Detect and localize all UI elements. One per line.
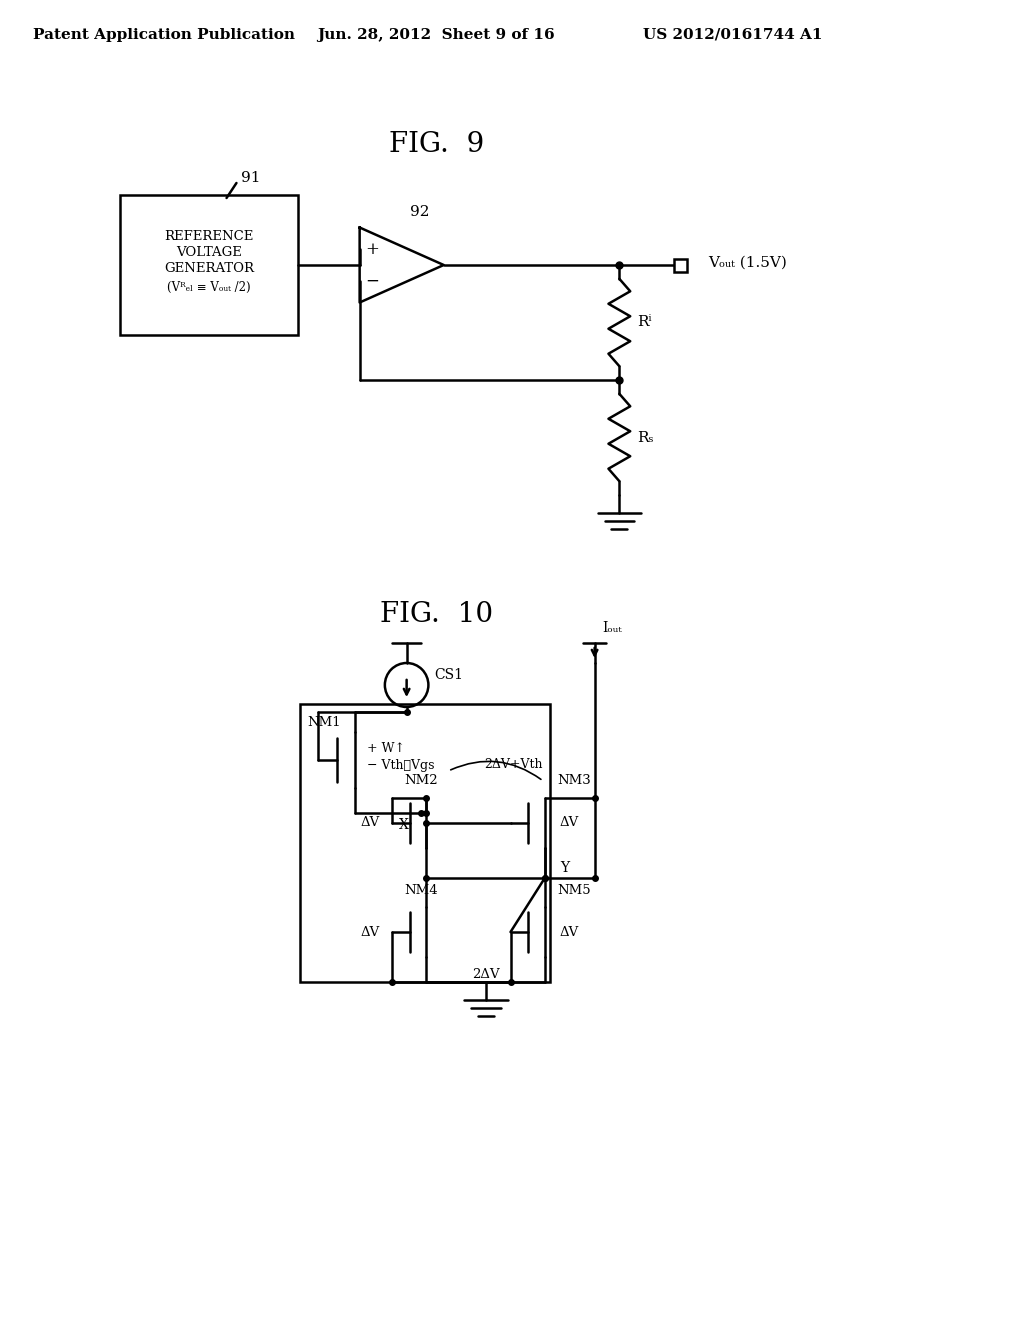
Text: NM2: NM2 [404,775,438,788]
Text: − Vth≅Vgs: − Vth≅Vgs [367,759,434,771]
Text: NM3: NM3 [557,775,591,788]
Text: REFERENCE: REFERENCE [164,231,253,243]
Text: (Vᴿₑₗ ≡ Vₒᵤₜ /2): (Vᴿₑₗ ≡ Vₒᵤₜ /2) [167,281,251,293]
Text: FIG.  10: FIG. 10 [380,602,493,628]
Text: ΔV: ΔV [560,925,580,939]
Text: + W↑: + W↑ [367,742,406,755]
Text: VOLTAGE: VOLTAGE [176,247,242,260]
Bar [674,259,687,272]
Text: +: + [366,240,380,257]
Bar [120,195,298,335]
Text: US 2012/0161744 A1: US 2012/0161744 A1 [643,28,823,42]
Text: ΔV: ΔV [360,817,380,829]
Text: 91: 91 [242,172,261,185]
Text: FIG.  9: FIG. 9 [389,132,484,158]
Text: Rⁱ: Rⁱ [637,315,651,330]
Text: Y: Y [560,861,569,875]
Text: NM5: NM5 [557,883,591,896]
Text: Vₒᵤₜ (1.5V): Vₒᵤₜ (1.5V) [709,256,787,271]
Text: NM1: NM1 [307,715,341,729]
Text: ΔV: ΔV [560,817,580,829]
Text: 92: 92 [410,205,429,219]
Text: Patent Application Publication: Patent Application Publication [33,28,295,42]
Text: GENERATOR: GENERATOR [164,263,254,276]
Text: Iₒᵤₜ: Iₒᵤₜ [602,620,623,635]
Text: 2ΔV+Vth: 2ΔV+Vth [484,759,543,771]
Text: Rₛ: Rₛ [637,430,653,445]
Text: NM4: NM4 [404,883,438,896]
Text: Jun. 28, 2012  Sheet 9 of 16: Jun. 28, 2012 Sheet 9 of 16 [317,28,555,42]
Text: 2ΔV: 2ΔV [472,968,500,981]
Bar [300,704,550,982]
Text: ΔV: ΔV [360,925,380,939]
Text: −: − [366,272,380,289]
Text: X: X [398,818,409,832]
Text: CS1: CS1 [434,668,463,682]
